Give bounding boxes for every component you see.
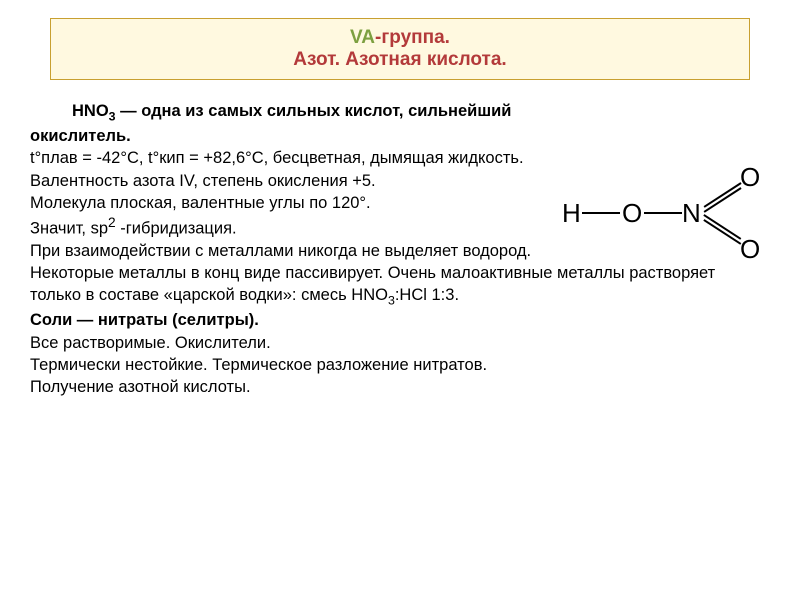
metals2-sub: 3 [388, 294, 395, 308]
atom-o: O [740, 162, 760, 193]
sp-sup: 2 [108, 215, 116, 230]
line-salts: Соли — нитраты (селитры). [30, 309, 770, 331]
title-box: VA-группа. Азот. Азотная кислота. [50, 18, 750, 80]
bond [704, 214, 742, 239]
formula-text: HNO [72, 102, 109, 120]
formula-hno3: HNO3 [72, 102, 116, 120]
intro-line2: окислитель. [30, 125, 770, 147]
formula-sub: 3 [109, 109, 116, 123]
atom-o: O [740, 234, 760, 265]
title-line1: VA-группа. [51, 27, 749, 49]
line-obtain: Получение азотной кислоты. [30, 376, 770, 398]
line-thermal: Термически нестойкие. Термическое разлож… [30, 354, 770, 376]
bond [704, 219, 742, 244]
atom-o: O [622, 198, 642, 229]
intro-rest: — одна из самых сильных кислот, сильнейш… [116, 102, 512, 120]
atom-n: N [682, 198, 701, 229]
sp-prefix: Значит, sp [30, 220, 108, 238]
atom-h: H [562, 198, 581, 229]
intro-paragraph: HNO3 — одна из самых сильных кислот, сил… [30, 100, 770, 125]
bond [644, 212, 682, 214]
sp-suffix: -гибридизация. [116, 220, 237, 238]
bond [582, 212, 620, 214]
line-soluble: Все растворимые. Окислители. [30, 332, 770, 354]
bond [704, 182, 742, 207]
metals2-b: :HCl 1:3. [395, 286, 459, 304]
title-group: -группа. [375, 27, 450, 48]
metals2-a: Некоторые металлы в конц виде пассивируе… [30, 264, 715, 304]
title-va: VA [350, 27, 375, 48]
title-line2: Азот. Азотная кислота. [51, 49, 749, 71]
bond [704, 187, 742, 212]
molecule-diagram: H O N O O [556, 160, 766, 270]
